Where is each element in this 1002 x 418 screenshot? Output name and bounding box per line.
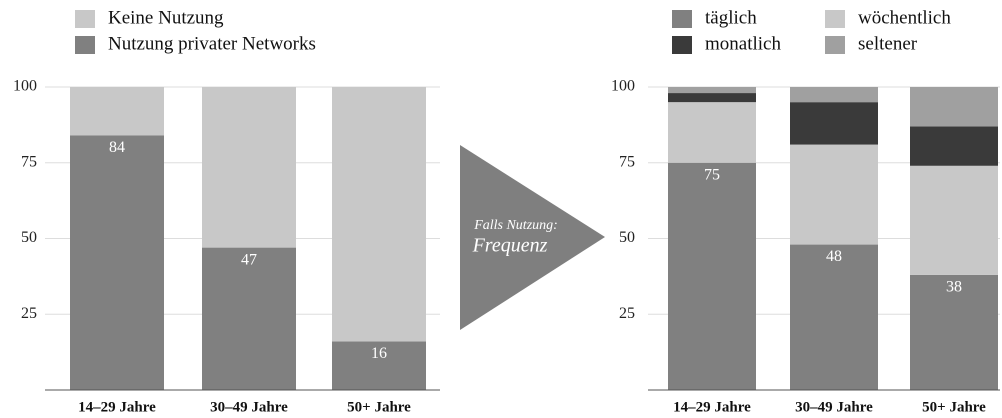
x-tick-label: 30–49 Jahre (795, 399, 873, 415)
legend-swatch (75, 10, 95, 28)
legend-label: Keine Nutzung (108, 7, 224, 28)
y-tick-label: 100 (13, 78, 37, 95)
bar-segment (668, 93, 756, 103)
bar-segment (790, 102, 878, 145)
bar-segment (668, 102, 756, 163)
bar-segment (668, 87, 756, 94)
y-tick-label: 75 (21, 153, 37, 170)
bar-segment (790, 87, 878, 103)
legend-label: Nutzung privater Networks (108, 33, 316, 54)
arrow (460, 145, 605, 330)
value-label: 38 (946, 279, 962, 296)
value-label: 47 (241, 251, 257, 268)
y-tick-label: 25 (21, 305, 37, 322)
legend-swatch (672, 10, 692, 28)
legend-label: täglich (705, 7, 757, 28)
value-label: 48 (826, 248, 842, 265)
x-tick-label: 14–29 Jahre (673, 399, 751, 415)
y-tick-label: 50 (619, 229, 635, 246)
value-label: 84 (109, 139, 125, 156)
value-label: 16 (371, 345, 387, 362)
legend-label: monatlich (705, 33, 781, 54)
legend-label: seltener (858, 33, 918, 54)
legend-swatch (825, 10, 845, 28)
bar-segment (70, 87, 164, 136)
x-tick-label: 30–49 Jahre (210, 399, 288, 415)
y-tick-label: 50 (21, 229, 37, 246)
y-tick-label: 75 (619, 153, 635, 170)
x-tick-label: 50+ Jahre (347, 399, 411, 415)
arrow-text: Falls Nutzung: (473, 218, 558, 233)
legend-label: wöchentlich (858, 7, 951, 28)
bar-segment (910, 274, 998, 390)
bar-segment (910, 87, 998, 127)
value-label: 75 (704, 166, 720, 183)
y-tick-label: 100 (611, 78, 635, 95)
arrow-text: Frequenz (472, 235, 548, 257)
legend-swatch (825, 36, 845, 54)
bar-segment (910, 165, 998, 275)
x-tick-label: 50+ Jahre (922, 399, 986, 415)
y-tick-label: 25 (619, 305, 635, 322)
bar-segment (668, 162, 756, 390)
legend-swatch (75, 36, 95, 54)
bar-segment (202, 87, 296, 248)
bar-segment (332, 87, 426, 342)
bar-segment (790, 244, 878, 390)
bar-segment (70, 135, 164, 390)
legend-swatch (672, 36, 692, 54)
x-tick-label: 14–29 Jahre (78, 399, 156, 415)
bar-segment (332, 341, 426, 390)
bar-segment (202, 247, 296, 390)
bar-segment (790, 144, 878, 245)
bar-segment (910, 126, 998, 166)
